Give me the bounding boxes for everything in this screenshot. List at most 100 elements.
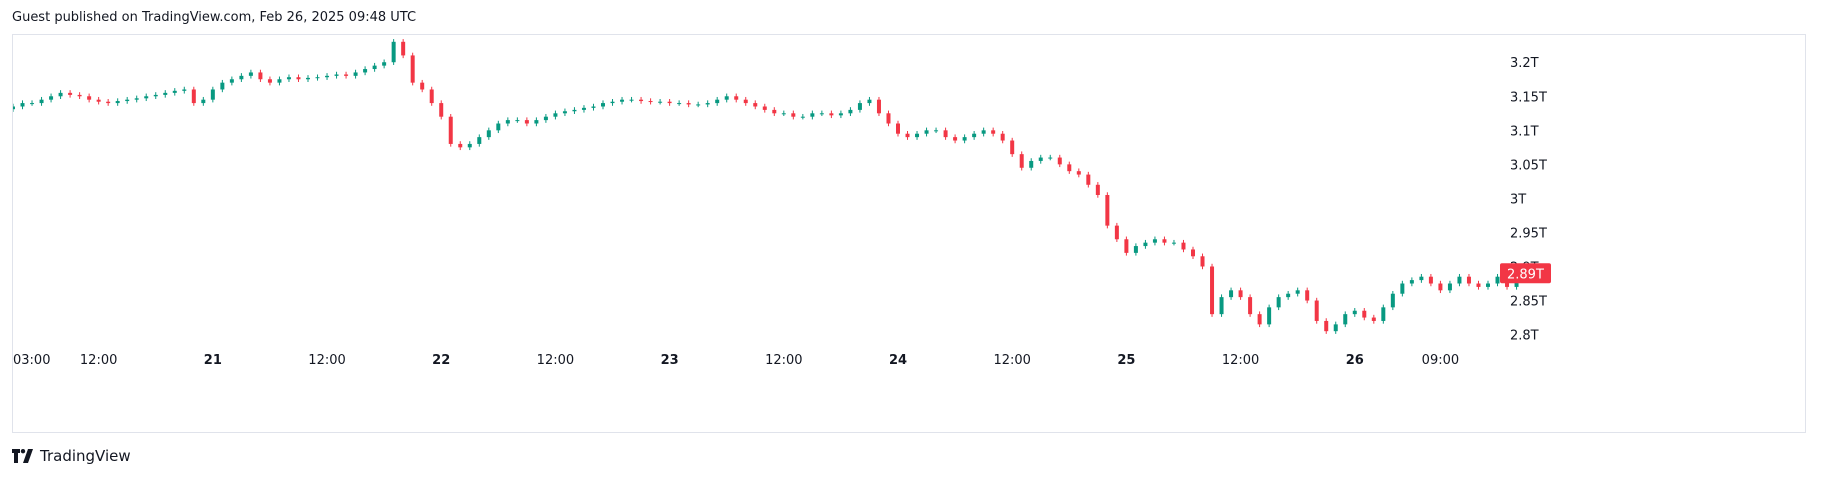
candle-body [1352, 310, 1357, 315]
x-tick-label: 12:00 [1222, 353, 1259, 368]
candle-body [382, 62, 387, 66]
tradingview-brand[interactable]: TradingView [12, 447, 131, 465]
candle-body [962, 137, 967, 141]
candle-body [1457, 276, 1462, 284]
candle-body [896, 123, 900, 134]
candle-body [762, 106, 767, 110]
candle-body [791, 113, 796, 117]
candle-body [905, 133, 910, 138]
candle-body [1229, 290, 1234, 298]
candle-body [648, 101, 653, 103]
candle-body [1171, 242, 1176, 244]
candle-body [515, 120, 520, 122]
candle-body [467, 143, 472, 148]
candle-body [172, 90, 177, 93]
candle-body [372, 65, 377, 70]
candle-body [772, 109, 777, 114]
candle-body [1114, 225, 1119, 240]
candle-body [1124, 239, 1129, 253]
candle-body [344, 74, 349, 76]
candle-body [1152, 239, 1157, 243]
candle-body [1048, 157, 1053, 159]
candle-body [1029, 160, 1034, 168]
candle-body [1447, 283, 1452, 291]
candle-body [363, 69, 368, 73]
last-price-badge [1500, 263, 1551, 284]
candle-body [886, 113, 891, 124]
candle-body [115, 101, 120, 104]
candle-body [724, 96, 729, 100]
candle-body [1466, 276, 1471, 284]
candle-body [220, 82, 225, 90]
candle-body [1133, 246, 1138, 253]
publish-info: Guest published on TradingView.com, Feb … [12, 10, 417, 25]
x-tick-label: 12:00 [537, 353, 574, 368]
candle-body [1238, 290, 1243, 298]
candle-body [1486, 283, 1490, 287]
candle-body [477, 137, 482, 144]
candle-body [1219, 297, 1224, 315]
candle-body [229, 79, 234, 83]
candle-body [534, 120, 539, 124]
candle-body [1371, 317, 1376, 321]
y-tick-label: 3.2T [1510, 56, 1539, 71]
candle-body [182, 89, 187, 91]
candle-body [829, 113, 834, 116]
candle-body [943, 130, 948, 138]
candle-body [1038, 157, 1043, 161]
candle-body [715, 99, 720, 104]
brand-name: TradingView [40, 447, 131, 465]
candle-body [1314, 300, 1319, 321]
candle-body [334, 74, 339, 76]
candle-body [800, 116, 805, 118]
candle-body [77, 94, 82, 97]
candle-body [1276, 297, 1281, 308]
tradingview-logo-icon [12, 449, 33, 463]
candle-body [191, 89, 196, 104]
candle-body [753, 103, 758, 107]
candle-body [924, 130, 929, 134]
candle-body [486, 130, 491, 138]
candle-body [705, 103, 710, 105]
candle-body [1267, 307, 1272, 325]
candle-body [1305, 290, 1310, 301]
candle-body [30, 103, 35, 105]
candle-body [267, 79, 272, 83]
candle-body [867, 99, 872, 104]
candle-body [286, 77, 291, 80]
candle-body [1333, 324, 1338, 332]
candle-body [163, 92, 168, 95]
candle-body [857, 103, 862, 110]
x-tick-label: 12:00 [308, 353, 345, 368]
candle-body [1191, 249, 1195, 257]
candle-body [781, 113, 786, 115]
candles-group [13, 39, 1519, 334]
candle-body [96, 99, 101, 102]
candle-body [420, 82, 425, 90]
x-tick-label: 12:00 [80, 353, 117, 368]
x-tick-label: 21 [204, 353, 222, 368]
candle-body [915, 133, 920, 138]
candle-body [429, 89, 434, 104]
candle-body [734, 96, 739, 100]
candle-body [1067, 164, 1072, 172]
candle-body [572, 109, 577, 112]
candle-body [39, 99, 44, 104]
candle-body [134, 98, 139, 100]
y-tick-label: 3.1T [1510, 124, 1539, 139]
x-tick-label: 24 [889, 353, 907, 368]
candle-body [1086, 174, 1091, 185]
candle-body [1495, 276, 1500, 284]
candle-body [1019, 154, 1024, 168]
candle-body [591, 106, 596, 108]
candle-body [1381, 307, 1386, 321]
candle-body [1143, 242, 1148, 247]
candle-body [1419, 276, 1424, 281]
x-tick-label: 26 [1346, 353, 1364, 368]
candle-body [1200, 256, 1205, 267]
candle-body [601, 103, 605, 107]
candle-body [581, 107, 586, 110]
candle-body [1286, 293, 1291, 298]
